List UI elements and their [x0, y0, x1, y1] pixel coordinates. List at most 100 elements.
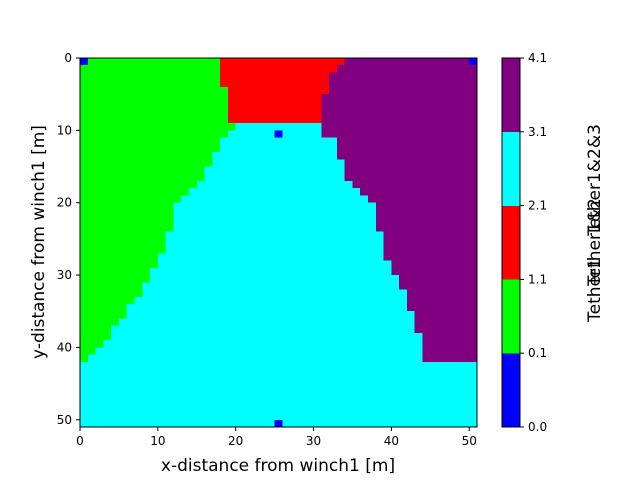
colorbar-tick-label: 0.0 — [528, 420, 547, 434]
heatmap-cell — [173, 209, 377, 218]
heatmap-cell — [422, 354, 478, 363]
heatmap-cell — [80, 267, 151, 276]
heatmap-cell — [336, 137, 478, 146]
heatmap-cell — [406, 289, 478, 298]
heatmap-cell — [80, 159, 213, 167]
heatmap-cell — [80, 209, 174, 218]
heatmap-cell — [391, 267, 478, 276]
heatmap-cell — [399, 275, 478, 283]
y-tick-label: 10 — [57, 123, 72, 137]
heatmap-cell — [352, 181, 478, 189]
heatmap-cell — [196, 181, 353, 189]
heatmap-cell — [80, 144, 221, 153]
heatmap-cell — [235, 123, 322, 131]
x-tick-label: 40 — [384, 434, 399, 448]
colorbar-label-tether12: Tether1&2 — [585, 198, 605, 287]
x-tick-label: 20 — [228, 434, 243, 448]
heatmap-cell — [321, 123, 478, 131]
heatmap-cell — [188, 188, 361, 196]
heatmap-cell — [227, 86, 330, 95]
heatmap-cell — [165, 231, 384, 240]
heatmap-cell — [80, 72, 221, 81]
heatmap-cell — [95, 347, 423, 356]
heatmap-cell — [157, 253, 384, 261]
heatmap-cell — [173, 224, 377, 233]
heatmap-cells — [80, 58, 478, 428]
heatmap-cell — [344, 159, 478, 167]
heatmap-cell — [321, 108, 478, 117]
colorbar-frame — [501, 57, 521, 428]
heatmap-cell — [274, 419, 283, 428]
heatmap-cell — [227, 115, 322, 124]
heatmap-cell — [391, 260, 478, 269]
heatmap-cell — [422, 332, 478, 341]
heatmap-cell — [126, 304, 408, 312]
heatmap-cell — [80, 79, 221, 88]
heatmap-cell — [80, 246, 167, 254]
heatmap-cell — [344, 173, 478, 182]
heatmap-cell — [80, 282, 143, 290]
y-tick-label: 50 — [57, 413, 72, 427]
heatmap-cell — [383, 253, 478, 261]
colorbar-ticks: 0.0 0.1 1.1 2.1 3.1 4.1 — [520, 51, 547, 434]
heatmap-cell — [80, 94, 229, 102]
heatmap-cell — [126, 311, 416, 319]
x-tick-label: 30 — [306, 434, 321, 448]
heatmap-cell — [80, 202, 174, 211]
heatmap-cell — [103, 340, 423, 348]
heatmap-cell — [212, 159, 346, 167]
heatmap-cell — [80, 115, 229, 124]
colorbar-segment — [502, 205, 520, 280]
heatmap-cell — [227, 108, 322, 117]
colorbar-tick-label: 2.1 — [528, 199, 547, 213]
y-tick-label: 30 — [57, 268, 72, 282]
heatmap-cell — [80, 318, 120, 327]
heatmap-cell — [80, 260, 159, 269]
y-axis-ticks: 0 10 20 30 40 50 — [57, 51, 80, 427]
heatmap-cell — [80, 390, 478, 399]
heatmap-cell — [87, 354, 423, 363]
x-tick-label: 0 — [76, 434, 84, 448]
heatmap-cell — [80, 332, 112, 341]
heatmap-cell — [422, 340, 478, 348]
heatmap-cell — [80, 238, 167, 247]
heatmap-cell — [321, 130, 478, 138]
heatmap-cell — [360, 188, 478, 196]
heatmap-cell — [220, 79, 330, 88]
colorbar-tick-label: 1.1 — [528, 272, 547, 286]
heatmap-cell — [406, 296, 478, 305]
heatmap-cell — [173, 217, 377, 225]
heatmap-cell — [80, 166, 205, 175]
heatmap-cell — [80, 130, 229, 138]
heatmap-cell — [134, 296, 408, 305]
heatmap-cell — [321, 101, 478, 110]
heatmap-cell — [274, 130, 283, 138]
heatmap-cell — [157, 260, 392, 269]
heatmap-cell — [220, 144, 338, 153]
heatmap-cell — [173, 202, 377, 211]
heatmap-cell — [344, 166, 478, 175]
heatmap-cell — [111, 325, 416, 334]
y-tick-label: 0 — [64, 51, 72, 65]
heatmap-cell — [80, 195, 182, 204]
heatmap-cell — [204, 166, 346, 175]
heatmap-cell — [220, 72, 330, 81]
heatmap-cell — [80, 137, 221, 146]
heatmap-cell — [227, 94, 322, 102]
colorbar-segment — [502, 353, 520, 428]
heatmap-cell — [150, 275, 400, 283]
heatmap-cell — [80, 340, 104, 348]
heatmap-cell — [375, 217, 478, 225]
heatmap-cell — [80, 289, 143, 298]
heatmap-cell — [87, 58, 221, 66]
y-axis-label: y-distance from winch1 [m] — [29, 125, 49, 359]
heatmap-cell — [227, 101, 322, 110]
heatmap-cell — [329, 86, 478, 95]
plot-frame — [79, 57, 478, 428]
heatmap-cell — [329, 79, 478, 88]
heatmap-cell — [80, 347, 96, 356]
heatmap-cell — [282, 419, 478, 428]
heatmap-cell — [204, 173, 346, 182]
heatmap-cell — [80, 369, 478, 377]
